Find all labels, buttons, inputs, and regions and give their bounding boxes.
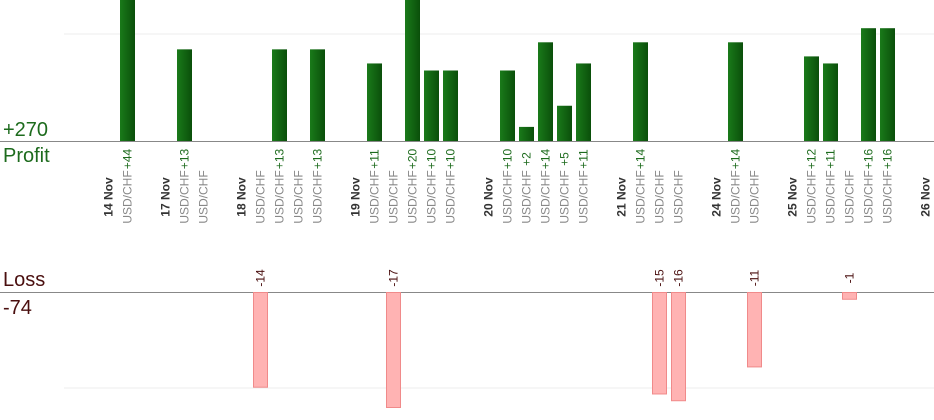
profit-bar xyxy=(443,70,458,141)
profit-value-label: +14 xyxy=(539,148,553,169)
profit-value-label: +11 xyxy=(368,149,382,169)
date-label: 25 Nov xyxy=(786,177,800,217)
pair-label: USD/CHF xyxy=(311,170,325,223)
profit-value-label: +5 xyxy=(558,152,572,166)
pair-label: USD/CHF xyxy=(843,170,857,223)
profit-value-label: +16 xyxy=(881,148,895,169)
pair-label: USD/CHF xyxy=(197,170,211,223)
loss-value-label: -14 xyxy=(254,269,268,287)
profit-value-label: +2 xyxy=(520,152,534,166)
loss-value-label: -15 xyxy=(653,269,667,287)
pair-label: USD/CHF xyxy=(292,170,306,223)
date-label: 18 Nov xyxy=(235,177,249,217)
profit-bar xyxy=(576,63,591,142)
date-label: 19 Nov xyxy=(349,177,363,217)
profit-bar xyxy=(310,49,325,141)
loss-bar xyxy=(652,292,667,395)
profit-bar xyxy=(823,63,838,142)
pair-label: USD/CHF xyxy=(577,170,591,223)
pair-label: USD/CHF xyxy=(520,170,534,223)
profit-bar xyxy=(538,42,553,141)
pair-label: USD/CHF xyxy=(729,170,743,223)
profit-bar xyxy=(424,70,439,141)
pair-label: USD/CHF xyxy=(539,170,553,223)
pair-label: USD/CHF xyxy=(254,170,268,223)
loss-value-label: -1 xyxy=(843,272,857,283)
profit-value-label: +12 xyxy=(805,148,819,169)
loss-value-label: -17 xyxy=(387,269,401,287)
profit-value-label: +16 xyxy=(862,148,876,169)
profit-total: +270 xyxy=(3,119,49,141)
loss-total: -74 xyxy=(3,297,32,319)
date-label: 26 Nov xyxy=(919,177,933,217)
pair-label: USD/CHF xyxy=(368,170,382,223)
profit-value-label: +13 xyxy=(311,148,325,169)
date-label: 17 Nov xyxy=(159,177,173,217)
pair-label: USD/CHF xyxy=(406,170,420,223)
pair-label: USD/CHF xyxy=(748,170,762,223)
loss-bar xyxy=(253,292,268,388)
profit-bar xyxy=(405,0,420,141)
pair-label: USD/CHF xyxy=(273,170,287,223)
profit-bar xyxy=(728,42,743,141)
profit-bar xyxy=(367,63,382,142)
pair-label: USD/CHF xyxy=(501,170,515,223)
loss-value-label: -16 xyxy=(672,269,686,287)
profit-bar xyxy=(557,105,572,141)
pair-label: USD/CHF xyxy=(387,170,401,223)
profit-value-label: +11 xyxy=(577,149,591,169)
loss-bar xyxy=(747,292,762,368)
date-label: 24 Nov xyxy=(710,177,724,217)
profit-value-label: +13 xyxy=(178,148,192,169)
profit-bar xyxy=(633,42,648,141)
profit-label: Profit xyxy=(3,145,50,167)
loss-bar xyxy=(386,292,401,408)
loss-bar xyxy=(671,292,686,402)
profit-bar xyxy=(272,49,287,141)
pair-label: USD/CHF xyxy=(653,170,667,223)
pair-label: USD/CHF xyxy=(121,170,135,223)
profit-value-label: +10 xyxy=(444,148,458,169)
profit-bar xyxy=(804,56,819,141)
profit-value-label: +11 xyxy=(824,149,838,169)
date-label: 14 Nov xyxy=(102,177,116,217)
pair-label: USD/CHF xyxy=(672,170,686,223)
profit-value-label: +44 xyxy=(121,148,135,169)
profit-value-label: +10 xyxy=(425,148,439,169)
pair-label: USD/CHF xyxy=(178,170,192,223)
profit-bar xyxy=(880,28,895,142)
profit-bar xyxy=(120,0,135,141)
pair-label: USD/CHF xyxy=(444,170,458,223)
loss-value-label: -11 xyxy=(748,269,762,286)
profit-value-label: +14 xyxy=(634,148,648,169)
profit-bar xyxy=(861,28,876,142)
pair-label: USD/CHF xyxy=(881,170,895,223)
pair-label: USD/CHF xyxy=(805,170,819,223)
profit-value-label: +14 xyxy=(729,148,743,169)
profit-bar xyxy=(177,49,192,141)
pair-label: USD/CHF xyxy=(634,170,648,223)
loss-label: Loss xyxy=(3,269,46,291)
profit-bar xyxy=(500,70,515,141)
date-label: 21 Nov xyxy=(615,177,629,217)
profit-value-label: +10 xyxy=(501,148,515,169)
profit-bar xyxy=(519,126,534,141)
pair-label: USD/CHF xyxy=(558,170,572,223)
pair-label: USD/CHF xyxy=(862,170,876,223)
pair-label: USD/CHF xyxy=(425,170,439,223)
profit-value-label: +20 xyxy=(406,148,420,169)
profit-value-label: +13 xyxy=(273,148,287,169)
date-label: 20 Nov xyxy=(482,177,496,217)
pair-label: USD/CHF xyxy=(824,170,838,223)
loss-bar xyxy=(842,292,857,300)
